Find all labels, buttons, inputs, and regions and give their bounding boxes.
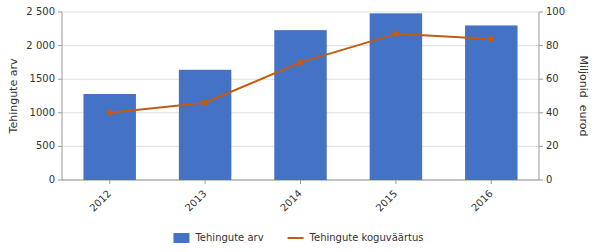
bar xyxy=(179,70,231,180)
bar xyxy=(83,94,135,180)
tick-mark xyxy=(395,180,396,184)
tick-label: 2013 xyxy=(183,188,209,214)
tick-mark xyxy=(58,45,62,46)
tick-label: 0 xyxy=(49,174,55,185)
axis-label: Miljonid eurod xyxy=(577,55,590,136)
tick-label: 60 xyxy=(546,73,559,84)
legend-label: Tehingute arv xyxy=(194,232,263,243)
tick-label: 2 000 xyxy=(26,40,55,51)
tick-mark xyxy=(491,180,492,184)
point xyxy=(298,59,304,65)
legend-swatch xyxy=(288,237,304,239)
tick-mark xyxy=(58,180,62,181)
tick-label: 2014 xyxy=(278,188,304,214)
tick-label: 500 xyxy=(36,140,55,151)
tick-label: 100 xyxy=(546,6,565,17)
axis-line xyxy=(539,12,540,180)
tick-mark xyxy=(205,180,206,184)
legend-swatch xyxy=(173,233,189,243)
tick-label: 2012 xyxy=(87,188,113,214)
grid-line xyxy=(62,12,539,13)
tick-label: 40 xyxy=(546,107,559,118)
grid xyxy=(62,12,539,180)
point xyxy=(202,100,208,106)
axis-label: Tehingute arv xyxy=(7,58,20,134)
tick-mark xyxy=(539,45,543,46)
tick-label: 0 xyxy=(546,174,552,185)
point xyxy=(107,110,113,116)
tick-mark xyxy=(109,180,110,184)
tick-mark xyxy=(58,112,62,113)
chart: 0 500 1000 1500 2 000 2 500 0 20 40 60 80 100 2012 20… xyxy=(0,0,597,252)
tick-label: 1500 xyxy=(30,73,55,84)
plot-area xyxy=(83,13,517,180)
tick-mark xyxy=(539,12,543,13)
axes: 0 500 1000 1500 2 000 2 500 0 20 40 60 80 100 2012 20… xyxy=(26,6,565,214)
tick-mark xyxy=(58,146,62,147)
tick-label: 2016 xyxy=(469,188,495,214)
tick-mark xyxy=(539,146,543,147)
bar xyxy=(465,25,517,180)
tick-label: 2015 xyxy=(374,188,400,214)
tick-label: 1000 xyxy=(30,107,55,118)
tick-mark xyxy=(539,180,543,181)
tick-mark xyxy=(539,79,543,80)
point xyxy=(393,31,399,37)
tick-label: 80 xyxy=(546,40,559,51)
point xyxy=(488,36,494,42)
tick-label: 2 500 xyxy=(26,6,55,17)
tick-mark xyxy=(58,12,62,13)
legend: Tehingute arv Tehingute koguväärtus xyxy=(173,232,423,243)
axis-line xyxy=(62,12,63,180)
tick-label: 20 xyxy=(546,140,559,151)
legend-label: Tehingute koguväärtus xyxy=(309,232,424,243)
tick-mark xyxy=(300,180,301,184)
tick-mark xyxy=(58,79,62,80)
tick-mark xyxy=(539,112,543,113)
line xyxy=(110,34,492,113)
bar xyxy=(274,30,326,180)
